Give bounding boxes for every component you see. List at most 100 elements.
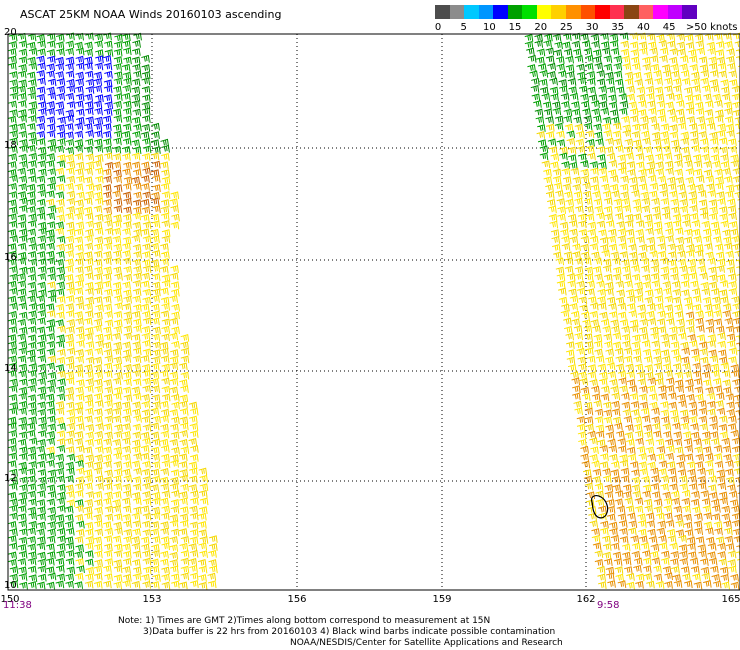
wind-barb	[75, 558, 85, 566]
legend-swatch	[551, 5, 567, 19]
wind-barb	[584, 62, 594, 71]
wind-barb	[707, 340, 716, 348]
wind-barb	[732, 378, 740, 387]
wind-barb	[554, 115, 564, 124]
wind-barb	[85, 573, 94, 581]
wind-barb	[84, 212, 94, 221]
legend-swatch	[624, 5, 640, 19]
wind-barb	[614, 490, 624, 499]
wind-barb	[28, 437, 38, 446]
wind-barb	[133, 265, 142, 274]
wind-barb	[93, 356, 103, 365]
wind-barb	[64, 521, 74, 529]
wind-barb	[608, 302, 617, 311]
wind-barb	[726, 266, 736, 275]
wind-barb	[709, 131, 718, 140]
wind-barb	[27, 144, 36, 153]
wind-barb	[122, 513, 132, 522]
wind-barb	[65, 437, 74, 446]
wind-barb	[715, 400, 724, 408]
wind-barb	[719, 146, 729, 155]
wind-barb	[724, 107, 733, 116]
wind-barb	[725, 468, 734, 477]
wind-barb	[28, 498, 37, 507]
wind-barb	[122, 153, 131, 161]
wind-barb	[582, 257, 592, 266]
wind-barb	[94, 236, 104, 244]
wind-barb	[161, 318, 171, 327]
wind-barb	[65, 295, 75, 303]
wind-barb	[713, 385, 723, 394]
wind-barb	[169, 355, 179, 364]
wind-barb	[95, 333, 104, 342]
wind-barb	[608, 243, 618, 252]
wind-barb	[47, 78, 57, 87]
wind-barb	[590, 176, 599, 184]
wind-barb	[122, 84, 132, 93]
wind-barb	[678, 400, 687, 408]
wind-barb	[630, 56, 640, 65]
wind-barb	[629, 325, 639, 333]
wind-barb	[566, 356, 576, 365]
wind-barb	[94, 415, 103, 424]
wind-barb	[198, 565, 208, 574]
wind-barb	[649, 393, 658, 401]
wind-barb	[729, 228, 739, 237]
wind-barb	[46, 212, 56, 221]
wind-barb	[631, 469, 640, 477]
wind-barb	[123, 176, 133, 185]
wind-barb	[151, 122, 160, 131]
wind-barb	[9, 109, 19, 117]
wind-barb	[731, 445, 740, 454]
wind-barb	[103, 85, 113, 94]
wind-barb	[669, 483, 679, 492]
wind-barb	[602, 475, 612, 483]
wind-barb	[597, 573, 606, 582]
wind-barb	[692, 362, 702, 371]
wind-barb	[641, 197, 651, 206]
wind-barb	[141, 363, 151, 372]
wind-barb	[566, 138, 576, 146]
wind-barb	[580, 445, 589, 454]
wind-barb	[628, 243, 637, 252]
wind-barb	[581, 311, 590, 320]
wind-barb	[630, 48, 640, 57]
wind-barb	[585, 54, 594, 63]
wind-barb	[623, 355, 633, 364]
wind-barb	[638, 109, 647, 117]
wind-barb	[602, 468, 611, 477]
wind-barb	[645, 154, 655, 162]
wind-barb	[645, 371, 654, 380]
wind-barb	[708, 349, 718, 358]
wind-barb	[615, 573, 625, 582]
wind-barb	[179, 469, 189, 477]
wind-barb	[650, 332, 660, 341]
wind-barb	[555, 257, 565, 266]
wind-barb	[94, 62, 104, 71]
wind-barb	[627, 512, 636, 521]
wind-barb	[47, 514, 57, 522]
wind-barb	[113, 356, 123, 365]
wind-barb	[18, 370, 27, 379]
wind-barb	[17, 438, 27, 447]
wind-barb	[65, 131, 74, 140]
wind-barb	[712, 303, 721, 311]
wind-barb	[65, 109, 75, 118]
wind-barb	[7, 460, 17, 468]
wind-barb	[18, 100, 27, 108]
wind-barb	[122, 257, 132, 266]
wind-barb	[688, 49, 697, 58]
wind-barb	[65, 340, 75, 348]
wind-barb	[150, 431, 160, 440]
wind-barb	[563, 48, 573, 57]
wind-barb	[695, 536, 705, 544]
wind-barb	[736, 342, 740, 349]
wind-barb	[46, 63, 56, 72]
wind-barb	[556, 280, 566, 289]
wind-barb	[8, 191, 18, 199]
wind-barb	[141, 85, 151, 94]
wind-barb	[647, 318, 657, 326]
wind-barb	[150, 407, 160, 416]
wind-barb	[729, 220, 738, 229]
wind-barb	[47, 521, 56, 530]
